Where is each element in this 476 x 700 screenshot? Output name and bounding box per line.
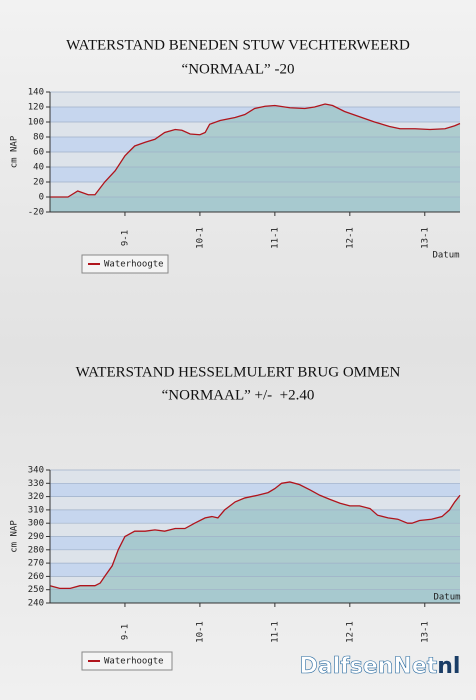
y-tick-label: 250: [28, 585, 44, 595]
y-tick-label: 100: [28, 118, 44, 128]
x-tick-label: 11-1: [270, 621, 280, 643]
line: [49, 481, 461, 590]
y-tick-label: 40: [33, 163, 44, 173]
area: [50, 481, 460, 603]
area: [50, 104, 460, 212]
grid-band: [50, 483, 460, 497]
x-tick-label: 12-1: [345, 621, 355, 643]
chart-title: WATERSTAND BENEDEN STUW VECHTERWEERD: [66, 37, 410, 53]
y-tick-label: 240: [28, 599, 44, 609]
x-tick-label: 10-1: [195, 227, 205, 249]
y-tick-label: 310: [28, 505, 44, 515]
x-tick-label: 9-1: [120, 230, 130, 246]
x-axis-label: Datum: [433, 593, 460, 603]
y-tick-label: 290: [28, 532, 44, 542]
chart-title: WATERSTAND HESSELMULERT BRUG OMMEN: [76, 364, 401, 380]
y-axis-label: cm NAP: [10, 135, 20, 168]
watermark-main: DalfsenNet: [300, 654, 438, 679]
x-tick-label: 13-1: [420, 621, 430, 643]
watermark-suffix: nl: [437, 654, 460, 679]
y-tick-label: 60: [33, 148, 44, 158]
y-axis-label: cm NAP: [10, 520, 20, 553]
x-tick-label: 9-1: [120, 624, 130, 640]
watermark: DalfsenNetnl: [300, 654, 461, 679]
legend-box: [81, 651, 173, 671]
chart-subtitle: “NORMAAL” +/- +2.40: [162, 387, 315, 403]
y-tick-label: 300: [28, 519, 44, 529]
x-tick-label: 11-1: [270, 227, 280, 249]
x-axis-label: Datum: [432, 251, 459, 261]
y-tick-label: 330: [28, 479, 44, 489]
y-tick-label: 340: [28, 466, 44, 476]
chart-subtitle: “NORMAAL” -20: [182, 61, 295, 77]
line: [50, 103, 461, 198]
y-tick-label: -20: [28, 208, 44, 218]
y-tick-label: 270: [28, 559, 44, 569]
x-tick-label: 10-1: [195, 621, 205, 643]
y-tick-label: 80: [33, 133, 44, 143]
y-tick-label: 280: [28, 545, 44, 555]
x-tick-label: 13-1: [420, 227, 430, 249]
legend-label: Waterhoogte: [104, 657, 164, 667]
y-tick-label: 120: [28, 103, 44, 113]
y-tick-label: 20: [33, 178, 44, 188]
y-tick-label: 140: [28, 88, 44, 98]
legend-box: [81, 254, 169, 274]
legend-label: Waterhoogte: [104, 260, 164, 270]
y-tick-label: 0: [39, 193, 44, 203]
x-tick-label: 12-1: [345, 227, 355, 249]
y-tick-label: 260: [28, 572, 44, 582]
y-tick-label: 320: [28, 492, 44, 502]
